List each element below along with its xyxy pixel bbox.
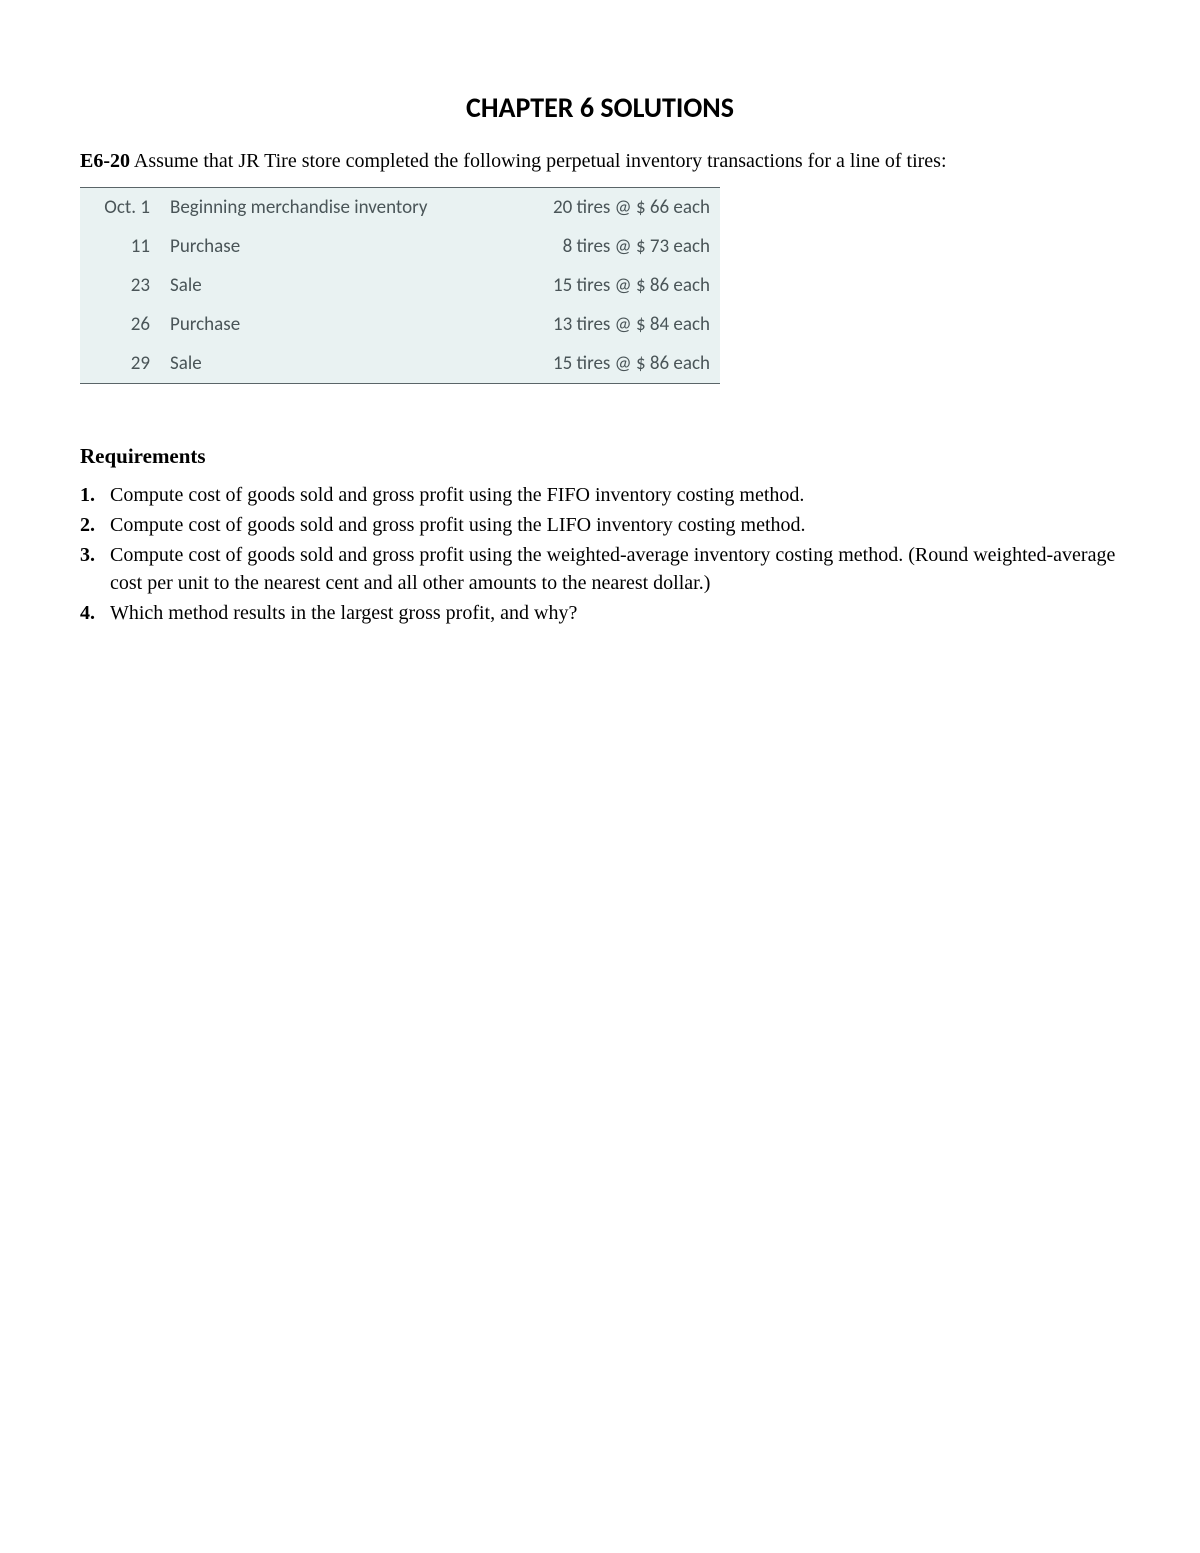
cell-desc: Purchase xyxy=(160,305,460,344)
intro-paragraph: E6-20 Assume that JR Tire store complete… xyxy=(80,147,1120,175)
list-item: 4. Which method results in the largest g… xyxy=(80,599,1120,627)
list-item: 1. Compute cost of goods sold and gross … xyxy=(80,481,1120,509)
req-text: Which method results in the largest gros… xyxy=(110,599,1120,627)
table-row: Oct. 1 Beginning merchandise inventory 2… xyxy=(80,188,720,228)
req-number: 4. xyxy=(80,599,110,627)
transactions-table: Oct. 1 Beginning merchandise inventory 2… xyxy=(80,187,720,384)
table-row: 11 Purchase 8 tires @ $ 73 each xyxy=(80,227,720,266)
req-number: 2. xyxy=(80,511,110,539)
page-title: CHAPTER 6 SOLUTIONS xyxy=(80,90,1120,125)
cell-detail: 8 tires @ $ 73 each xyxy=(460,227,720,266)
intro-text: Assume that JR Tire store completed the … xyxy=(130,150,947,172)
cell-date: 11 xyxy=(80,227,160,266)
cell-detail: 15 tires @ $ 86 each xyxy=(460,266,720,305)
exercise-label: E6-20 xyxy=(80,150,130,172)
cell-desc: Sale xyxy=(160,266,460,305)
table-row: 23 Sale 15 tires @ $ 86 each xyxy=(80,266,720,305)
requirements-heading: Requirements xyxy=(80,444,1120,469)
req-number: 3. xyxy=(80,541,110,597)
cell-desc: Beginning merchandise inventory xyxy=(160,188,460,228)
req-number: 1. xyxy=(80,481,110,509)
list-item: 2. Compute cost of goods sold and gross … xyxy=(80,511,1120,539)
cell-desc: Sale xyxy=(160,344,460,384)
cell-detail: 15 tires @ $ 86 each xyxy=(460,344,720,384)
cell-date: Oct. 1 xyxy=(80,188,160,228)
cell-detail: 20 tires @ $ 66 each xyxy=(460,188,720,228)
transactions-tbody: Oct. 1 Beginning merchandise inventory 2… xyxy=(80,188,720,384)
cell-detail: 13 tires @ $ 84 each xyxy=(460,305,720,344)
cell-desc: Purchase xyxy=(160,227,460,266)
cell-date: 23 xyxy=(80,266,160,305)
list-item: 3. Compute cost of goods sold and gross … xyxy=(80,541,1120,597)
requirements-list: 1. Compute cost of goods sold and gross … xyxy=(80,481,1120,627)
cell-date: 29 xyxy=(80,344,160,384)
table-row: 26 Purchase 13 tires @ $ 84 each xyxy=(80,305,720,344)
req-text: Compute cost of goods sold and gross pro… xyxy=(110,511,1120,539)
req-text: Compute cost of goods sold and gross pro… xyxy=(110,481,1120,509)
table-row: 29 Sale 15 tires @ $ 86 each xyxy=(80,344,720,384)
req-text: Compute cost of goods sold and gross pro… xyxy=(110,541,1120,597)
cell-date: 26 xyxy=(80,305,160,344)
